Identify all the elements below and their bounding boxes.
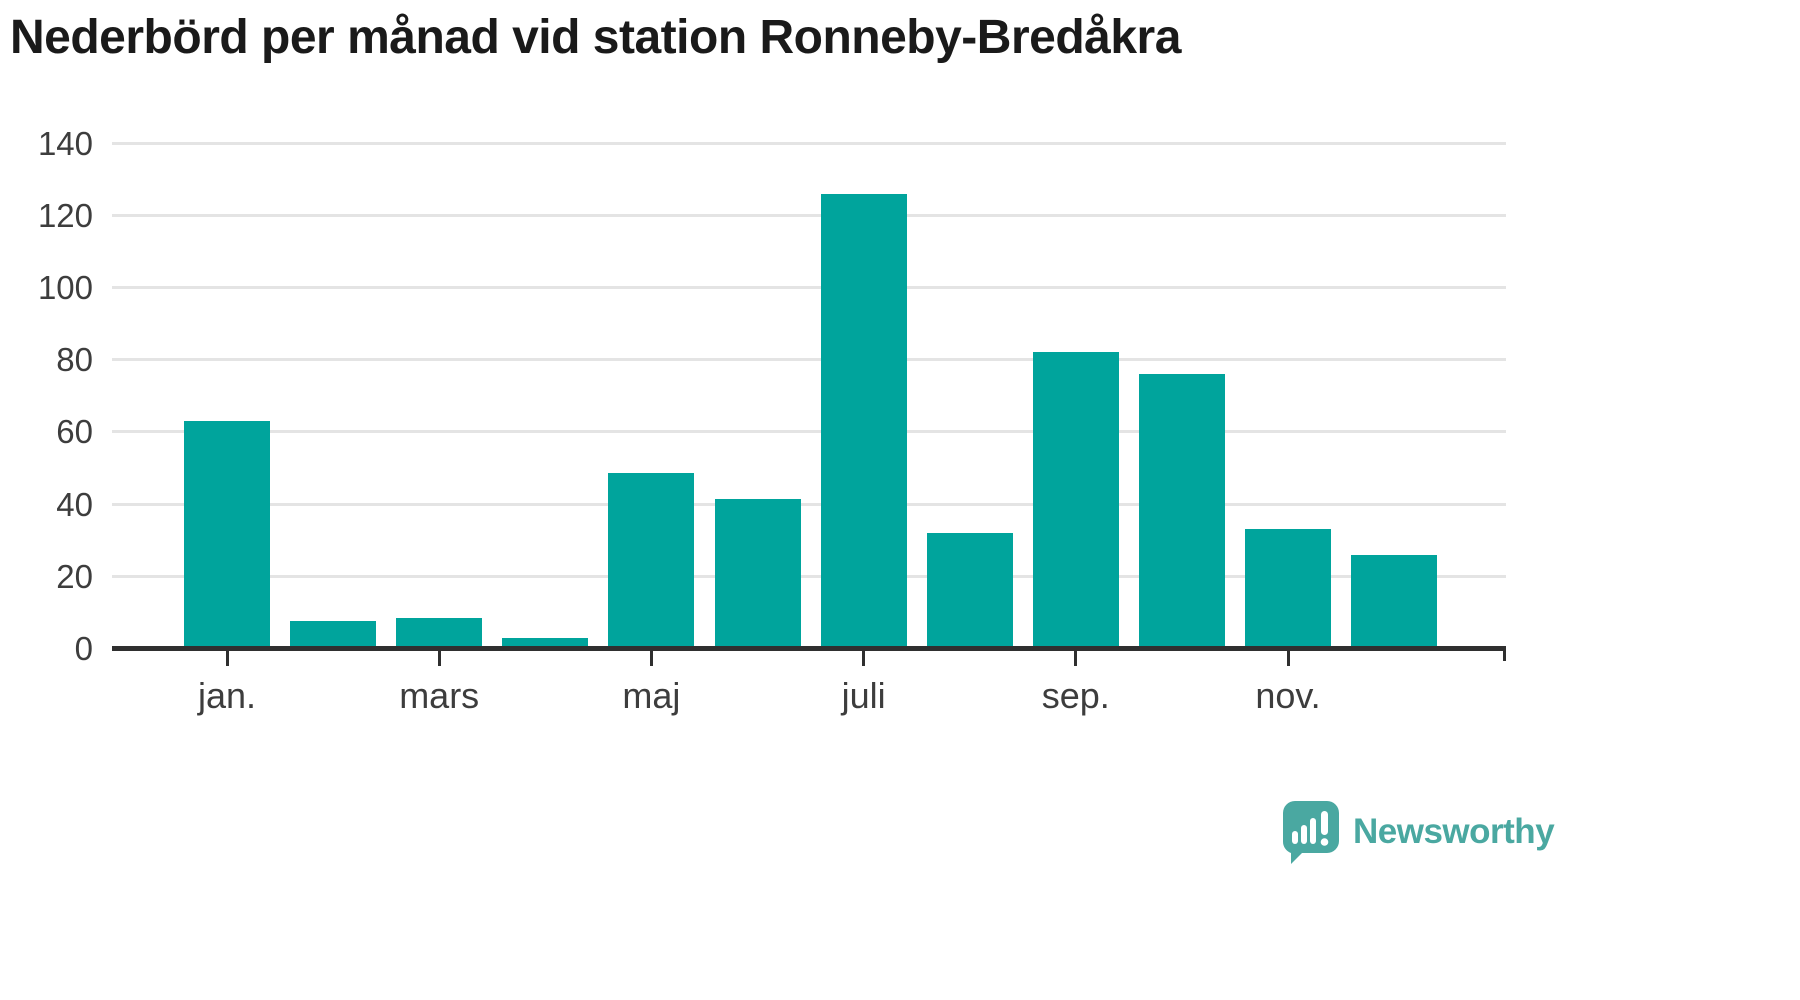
x-axis-tick-label: mars (399, 674, 480, 716)
y-axis-tick-label: 100 (37, 269, 93, 306)
x-axis-tick-nov. (1286, 651, 1290, 666)
gridline-60 (112, 430, 1506, 434)
exclamation-mark-dot (1320, 838, 1329, 846)
gridline-100 (112, 286, 1506, 289)
bar-okt. (1138, 374, 1225, 649)
exclamation-mark-stem (1321, 811, 1328, 835)
newsworthy-logo: Newsworthy (1282, 800, 1555, 864)
chart-title: Nederbörd per månad vid station Ronneby-… (10, 11, 1181, 64)
gridline-20 (112, 574, 1506, 578)
x-axis-tick-label: jan. (197, 674, 257, 716)
bar-nov. (1245, 529, 1331, 649)
gridline-40 (112, 502, 1506, 506)
y-axis-tick-label: 80 (56, 341, 93, 379)
x-axis-tick-sep. (1074, 651, 1078, 666)
y-axis-tick-label: 120 (37, 196, 93, 234)
y-axis-tick-label: 40 (56, 485, 93, 523)
x-axis-tick-maj (649, 651, 653, 666)
bar-chart-icon-bar1 (1292, 831, 1298, 844)
x-axis-tick-label: sep. (1041, 674, 1110, 716)
bar-jan. (184, 421, 270, 649)
y-axis-tick-label: 0 (74, 630, 93, 667)
bar-feb. (290, 621, 377, 649)
x-axis-tick-label: juli (841, 674, 886, 716)
x-axis-tick-jan. (225, 651, 229, 666)
newsworthy-logo-icon (1282, 800, 1340, 864)
bar-sep. (1032, 352, 1119, 649)
x-axis-tick-label: nov. (1255, 674, 1321, 716)
gridline-120 (112, 213, 1506, 217)
bar-juli (820, 193, 907, 649)
bar-dec. (1351, 554, 1438, 649)
gridline-140 (112, 141, 1506, 145)
bar-chart-icon-bar2 (1301, 825, 1307, 844)
y-axis-tick-label: 60 (56, 413, 93, 451)
newsworthy-logo-text: Newsworthy (1353, 812, 1555, 851)
x-axis-line (112, 646, 1506, 651)
bar-aug. (926, 532, 1013, 649)
bar-maj (608, 473, 695, 649)
bar-juni (714, 498, 801, 649)
x-axis-tick-mars (437, 651, 441, 666)
bar-chart-icon-bar3 (1310, 818, 1316, 844)
x-axis-tick-label: maj (622, 674, 681, 716)
bar-mars (396, 617, 483, 649)
y-axis-tick-label: 20 (56, 557, 93, 595)
bar-apr. (502, 637, 589, 649)
gridline-80 (112, 358, 1506, 362)
y-axis-tick-label: 140 (37, 124, 93, 162)
x-axis-tick-juli (862, 651, 866, 666)
x-axis-end-tick (1503, 646, 1506, 661)
